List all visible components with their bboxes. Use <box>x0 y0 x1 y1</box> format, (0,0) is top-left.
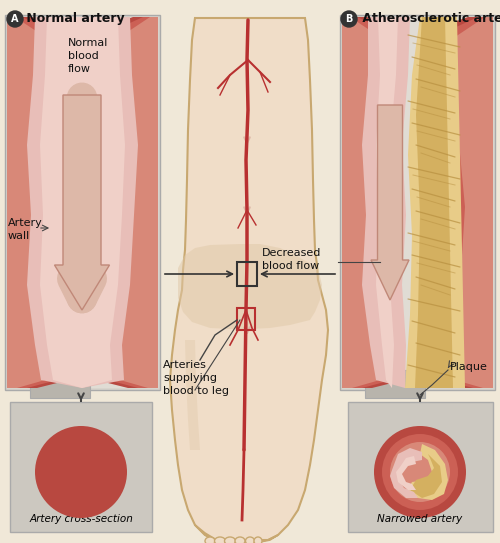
Circle shape <box>43 434 119 510</box>
Polygon shape <box>195 525 278 543</box>
Polygon shape <box>405 17 465 388</box>
Text: Arteries
supplying
blood to leg: Arteries supplying blood to leg <box>163 360 229 396</box>
Circle shape <box>390 442 450 502</box>
Bar <box>237 308 255 330</box>
Text: Normal
blood
flow: Normal blood flow <box>68 38 108 74</box>
Bar <box>7 17 158 388</box>
Polygon shape <box>390 448 422 498</box>
Polygon shape <box>185 340 200 450</box>
Text: Plaque: Plaque <box>450 362 488 372</box>
Circle shape <box>382 434 458 510</box>
Bar <box>237 262 257 286</box>
Polygon shape <box>342 17 384 388</box>
Bar <box>10 402 152 532</box>
Polygon shape <box>178 244 322 329</box>
Ellipse shape <box>254 537 262 543</box>
Circle shape <box>35 426 127 518</box>
Bar <box>348 402 493 532</box>
Ellipse shape <box>224 537 235 543</box>
Polygon shape <box>376 17 398 388</box>
Polygon shape <box>93 17 158 388</box>
Polygon shape <box>406 444 448 500</box>
Polygon shape <box>342 17 396 388</box>
Circle shape <box>341 11 357 27</box>
Polygon shape <box>428 17 493 388</box>
Polygon shape <box>116 17 158 388</box>
Polygon shape <box>451 17 493 388</box>
Text: Artery cross-section: Artery cross-section <box>29 514 133 524</box>
Bar <box>342 17 493 388</box>
Bar <box>365 370 425 398</box>
Polygon shape <box>104 17 158 388</box>
Circle shape <box>67 458 95 486</box>
Ellipse shape <box>214 537 226 543</box>
Ellipse shape <box>246 537 254 543</box>
Ellipse shape <box>205 537 215 543</box>
Polygon shape <box>40 17 125 388</box>
Polygon shape <box>170 18 328 540</box>
Polygon shape <box>342 17 407 388</box>
Polygon shape <box>7 17 49 388</box>
Text: Narrowed artery: Narrowed artery <box>378 514 462 524</box>
Circle shape <box>374 426 466 518</box>
Ellipse shape <box>235 537 245 543</box>
Circle shape <box>59 450 103 494</box>
Polygon shape <box>439 17 493 388</box>
Text: Normal artery: Normal artery <box>22 12 125 25</box>
Polygon shape <box>415 17 453 388</box>
FancyArrow shape <box>54 95 110 310</box>
Polygon shape <box>396 456 416 490</box>
Text: Artery
wall: Artery wall <box>8 218 43 241</box>
Bar <box>340 15 495 390</box>
Text: B: B <box>346 14 352 24</box>
Text: A: A <box>11 14 19 24</box>
Polygon shape <box>27 17 138 388</box>
Bar <box>5 15 160 390</box>
Polygon shape <box>7 17 61 388</box>
Text: Decreased
blood flow: Decreased blood flow <box>262 248 322 271</box>
Circle shape <box>51 442 111 502</box>
Polygon shape <box>7 17 72 388</box>
Circle shape <box>7 11 23 27</box>
FancyArrow shape <box>371 105 409 300</box>
Polygon shape <box>410 454 442 498</box>
Text: Atherosclerotic artery: Atherosclerotic artery <box>358 12 500 25</box>
Bar <box>30 370 90 398</box>
Polygon shape <box>362 17 410 388</box>
